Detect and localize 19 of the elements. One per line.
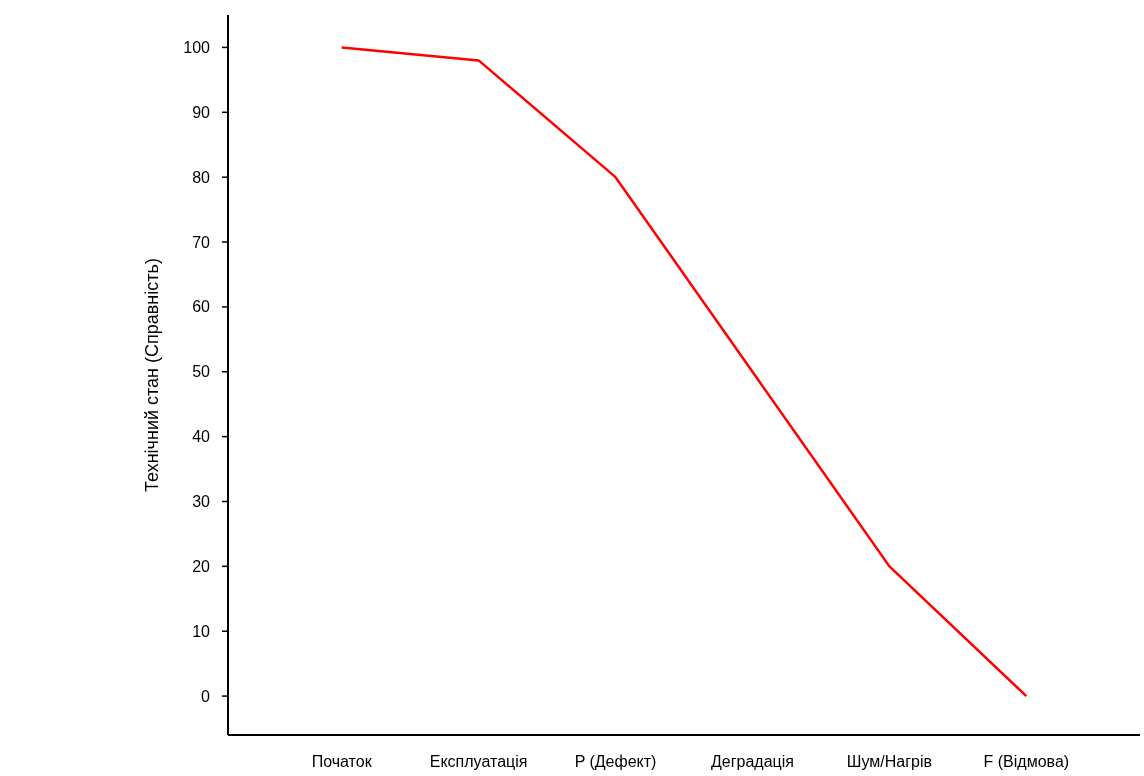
y-tick-label: 10 bbox=[192, 622, 211, 640]
y-tick-label: 20 bbox=[192, 557, 211, 575]
x-tick-label: Шум/Нагрів bbox=[846, 753, 932, 770]
y-tick-label: 0 bbox=[201, 687, 211, 705]
x-tick-label: Експлуатація bbox=[429, 753, 528, 770]
x-tick-label: P (Дефект) bbox=[574, 753, 657, 770]
y-tick-label: 100 bbox=[183, 39, 211, 57]
x-tick-label: Початок bbox=[311, 753, 373, 770]
y-tick-label: 60 bbox=[192, 298, 211, 316]
y-tick-label: 90 bbox=[192, 103, 211, 121]
y-axis-title: Технічний стан (Справність) bbox=[142, 258, 162, 492]
y-tick-label: 50 bbox=[192, 363, 211, 381]
y-tick-label: 30 bbox=[192, 493, 211, 511]
y-tick-label: 80 bbox=[192, 168, 211, 186]
x-tick-label: F (Відмова) bbox=[983, 753, 1070, 770]
y-tick-label: 40 bbox=[192, 428, 211, 446]
y-tick-label: 70 bbox=[192, 233, 211, 251]
line-series bbox=[340, 46, 1028, 698]
x-tick-label: Деградація bbox=[710, 753, 794, 770]
